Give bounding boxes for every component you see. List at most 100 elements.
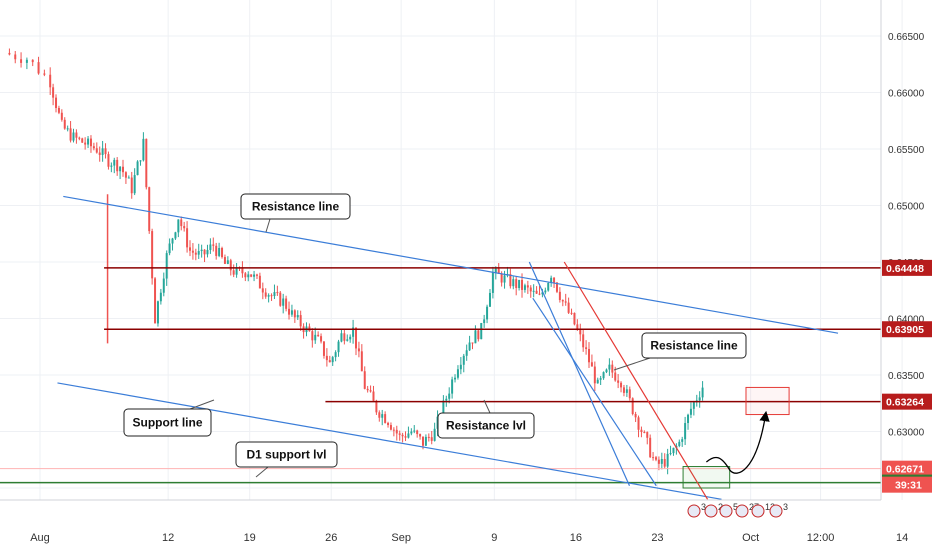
candle-bear	[637, 417, 640, 430]
candle-bull	[512, 279, 515, 287]
candle-bear	[343, 333, 346, 341]
candle-bear	[643, 432, 646, 434]
candle-bear	[392, 429, 395, 431]
candle-bear	[649, 437, 652, 458]
candle-bear	[154, 278, 157, 324]
d1-support-callout-label: D1 support lvl	[246, 448, 326, 462]
candle-bear	[570, 312, 573, 314]
x-tick-label: Aug	[30, 532, 50, 544]
candle-bull	[159, 292, 162, 302]
price-tag-label: 0.63264	[886, 397, 924, 409]
candle-bull	[698, 397, 701, 401]
event-marker-count: 3	[783, 502, 788, 512]
candle-bull	[547, 283, 550, 291]
steep-resistance-callout-label: Resistance line	[650, 339, 738, 353]
candle-bull	[689, 408, 692, 415]
candle-bear	[203, 249, 206, 255]
candle-bear	[538, 293, 541, 295]
candle-bear	[270, 295, 273, 297]
channel-upper-line	[532, 297, 657, 487]
candle-bear	[49, 74, 52, 88]
candle-bear	[188, 247, 191, 251]
candle-bear	[558, 291, 561, 300]
candle-bear	[567, 302, 570, 313]
candle-bull	[253, 274, 256, 277]
candle-bear	[320, 336, 323, 342]
candle-bull	[523, 285, 526, 290]
candle-bear	[640, 429, 643, 433]
y-tick-label: 0.65000	[888, 202, 925, 213]
candle-bear	[63, 119, 66, 129]
candle-bull	[442, 400, 445, 419]
candle-bull	[142, 138, 145, 161]
candle-bull	[599, 378, 602, 380]
candle-bear	[357, 348, 360, 352]
candle-bull	[684, 423, 687, 440]
candle-bull	[334, 352, 337, 358]
candle-bull	[113, 159, 116, 166]
price-tag-label: 0.64448	[886, 263, 924, 275]
candle-bear	[60, 112, 63, 120]
candle-bear	[57, 108, 60, 113]
candle-bear	[622, 387, 625, 393]
candle-bear	[212, 244, 215, 246]
x-tick-label: 14	[896, 532, 908, 544]
candle-bear	[521, 279, 524, 290]
candle-bull	[235, 267, 238, 275]
y-tick-label: 0.63500	[888, 371, 925, 382]
candle-bear	[98, 152, 101, 155]
support-zone-box	[682, 466, 731, 489]
countdown-tag	[882, 476, 932, 493]
candle-bear	[194, 252, 197, 255]
candle-bear	[325, 355, 328, 361]
projection-arrow	[705, 410, 770, 474]
steep-resistance-trendline	[563, 261, 709, 500]
candle-bull	[666, 453, 669, 467]
event-marker-count: 2	[718, 502, 723, 512]
candle-bear	[497, 268, 500, 274]
candle-bull	[171, 238, 174, 244]
candle-bear	[148, 187, 151, 232]
candle-bear	[145, 138, 148, 188]
candle-bear	[355, 327, 358, 349]
candle-bear	[84, 142, 87, 145]
d1-support-callout-pointer	[255, 466, 269, 478]
candle-bull	[660, 459, 663, 464]
candle-bear	[529, 287, 532, 292]
candle-bear	[360, 351, 363, 372]
candle-bear	[573, 312, 576, 325]
candle-bull	[701, 387, 704, 398]
candle-bull	[296, 315, 299, 318]
candle-bear	[69, 128, 72, 141]
event-marker-flag	[769, 504, 783, 518]
candle-bear	[191, 250, 194, 253]
candle-bear	[611, 364, 614, 373]
x-tick-label: Sep	[391, 532, 411, 544]
event-marker-flag	[719, 504, 733, 518]
candle-bull	[282, 298, 285, 306]
candle-bull	[687, 414, 690, 424]
candle-bear	[564, 301, 567, 303]
candle-bear	[646, 432, 649, 438]
candle-bull	[110, 165, 113, 167]
candle-bear	[264, 292, 267, 297]
candle-bull	[133, 175, 136, 194]
candle-bear	[477, 330, 480, 340]
candle-bear	[430, 437, 433, 441]
event-marker-count: 12	[765, 502, 775, 512]
upper-resistance-trendline	[63, 195, 839, 334]
candle-bear	[232, 270, 235, 275]
candle-bull	[596, 379, 599, 384]
candle-bull	[346, 339, 349, 341]
candle-bull	[456, 369, 459, 378]
upper-resistance-callout-label: Resistance line	[252, 200, 340, 214]
y-tick-label: 0.66500	[888, 32, 925, 43]
candle-bear	[92, 146, 95, 149]
resistance-level-callout	[437, 412, 535, 439]
candle-bear	[293, 310, 296, 318]
candle-bear	[122, 166, 125, 173]
candle-bull	[669, 453, 672, 455]
candle-bull	[139, 160, 142, 162]
